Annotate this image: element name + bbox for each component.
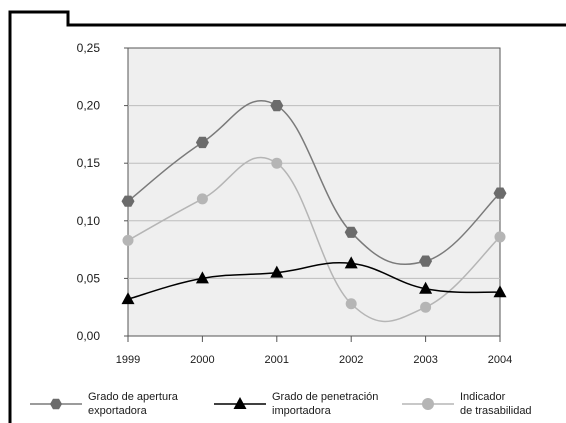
data-point-hexagon xyxy=(121,195,135,207)
y-tick-label: 0,20 xyxy=(77,99,101,113)
data-point-circle xyxy=(494,231,506,243)
data-point-triangle xyxy=(270,265,284,278)
legend-circle-icon xyxy=(402,398,454,410)
data-point-hexagon xyxy=(493,187,507,199)
y-tick-label: 0,00 xyxy=(77,329,101,343)
y-tick-label: 0,15 xyxy=(77,156,101,170)
data-point-hexagon xyxy=(419,255,433,267)
x-tick-label: 2001 xyxy=(265,354,289,366)
legend-hexagon-icon xyxy=(30,398,82,410)
y-tick-label: 0,25 xyxy=(77,41,101,55)
y-tick-label: 0,05 xyxy=(77,271,101,285)
legend-triangle-icon xyxy=(214,397,266,409)
x-tick-label: 2002 xyxy=(339,354,363,366)
plot-area xyxy=(127,47,501,337)
legend-label-trasabilidad: Indicador de trasabilidad xyxy=(460,391,532,417)
y-axis-ticks: 0,00 0,05 0,10 0,15 0,20 0,25 xyxy=(77,41,128,343)
data-point-circle xyxy=(420,301,432,313)
data-point-triangle xyxy=(419,281,433,294)
x-axis-ticks: 1999 2000 2001 2002 2003 2004 xyxy=(116,336,512,366)
data-point-triangle xyxy=(493,285,507,298)
data-point-circle xyxy=(122,234,134,246)
data-point-hexagon xyxy=(344,226,358,238)
series-line-triangle xyxy=(127,262,501,300)
legend-label-apertura: Grado de apertura exportadora xyxy=(88,391,178,417)
data-point-circle xyxy=(196,193,208,205)
x-tick-label: 1999 xyxy=(116,354,140,366)
data-point-circle xyxy=(271,157,283,169)
x-tick-label: 2004 xyxy=(488,354,512,366)
data-point-triangle xyxy=(195,271,209,284)
y-tick-label: 0,10 xyxy=(77,214,101,228)
data-point-triangle xyxy=(344,256,358,269)
legend: Grado de apertura exportadora Grado de p… xyxy=(0,388,566,422)
data-point-hexagon xyxy=(270,100,284,112)
data-point-triangle xyxy=(121,292,135,305)
x-tick-label: 2000 xyxy=(190,354,214,366)
series-markers xyxy=(121,100,507,313)
data-point-circle xyxy=(345,298,357,310)
data-point-hexagon xyxy=(195,136,209,149)
x-tick-label: 2003 xyxy=(413,354,437,366)
legend-label-penetracion: Grado de penetración importadora xyxy=(272,391,379,417)
